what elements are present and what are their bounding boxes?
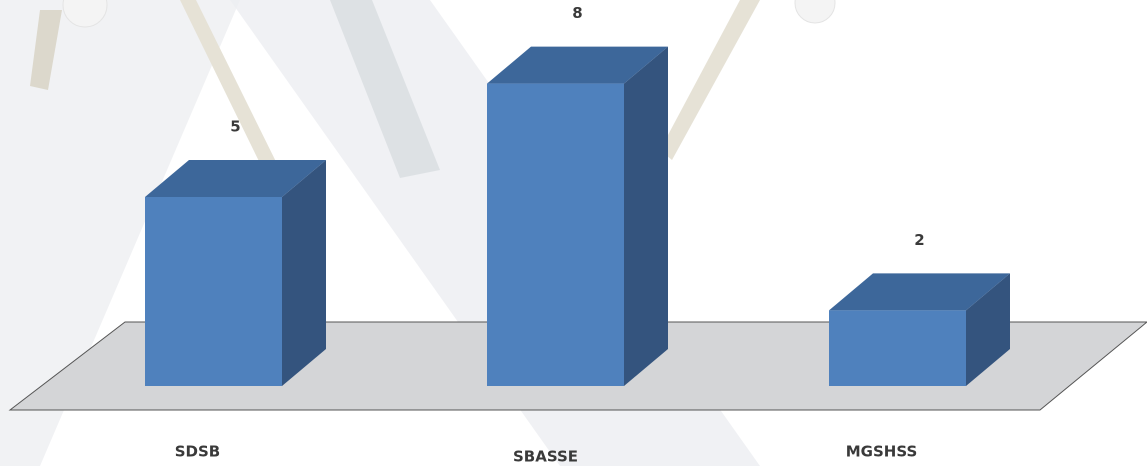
bar-top [487,46,668,84]
data-label: 2 [914,231,924,249]
bar [145,197,282,386]
bar-side [966,273,1010,386]
bar [829,310,966,386]
bar-top [829,273,1010,311]
bar-top [145,160,326,197]
bar-side [624,46,668,386]
data-label: 5 [230,118,240,136]
bar-side [282,160,326,386]
bars [145,46,1010,386]
x-tick-label: SBASSE [513,448,578,466]
x-tick-label: MGSHSS [846,443,918,461]
bar [487,83,624,386]
data-label: 8 [572,4,582,22]
x-tick-label: SDSB [175,443,221,461]
